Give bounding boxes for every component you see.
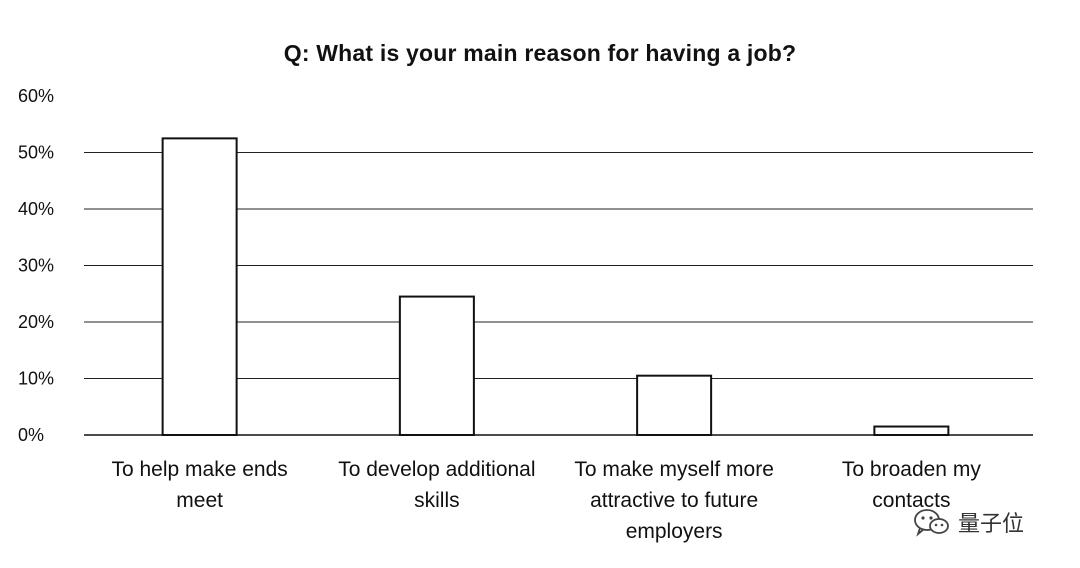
wechat-icon (914, 509, 949, 537)
bar (161, 137, 238, 436)
x-category-label: To help make ends meet (111, 458, 287, 512)
y-tick-label: 20% (18, 312, 54, 332)
y-tick-label: 30% (18, 256, 54, 276)
y-tick-label: 40% (18, 199, 54, 219)
chart-title: Q: What is your main reason for having a… (283, 40, 797, 66)
x-axis-labels: To help make ends meet To develop addition… (111, 458, 981, 543)
watermark-text: 量子位 (958, 512, 1025, 537)
y-axis-ticks: 0% 10% 20% 30% 40% 50% 60% (18, 86, 54, 445)
bars (161, 137, 950, 437)
x-category-label: To develop additional skills (338, 458, 535, 512)
y-tick-label: 50% (18, 143, 54, 163)
x-category-label: To make myself more attractive to future e… (574, 458, 774, 543)
y-tick-label: 10% (18, 369, 54, 389)
x-category-label: To broaden my contacts (842, 458, 981, 512)
y-tick-label: 0% (18, 425, 44, 445)
bar (398, 295, 475, 437)
bar (873, 425, 950, 436)
watermark: 量子位 (912, 506, 1024, 538)
bar (636, 374, 713, 436)
y-tick-label: 60% (18, 86, 54, 106)
